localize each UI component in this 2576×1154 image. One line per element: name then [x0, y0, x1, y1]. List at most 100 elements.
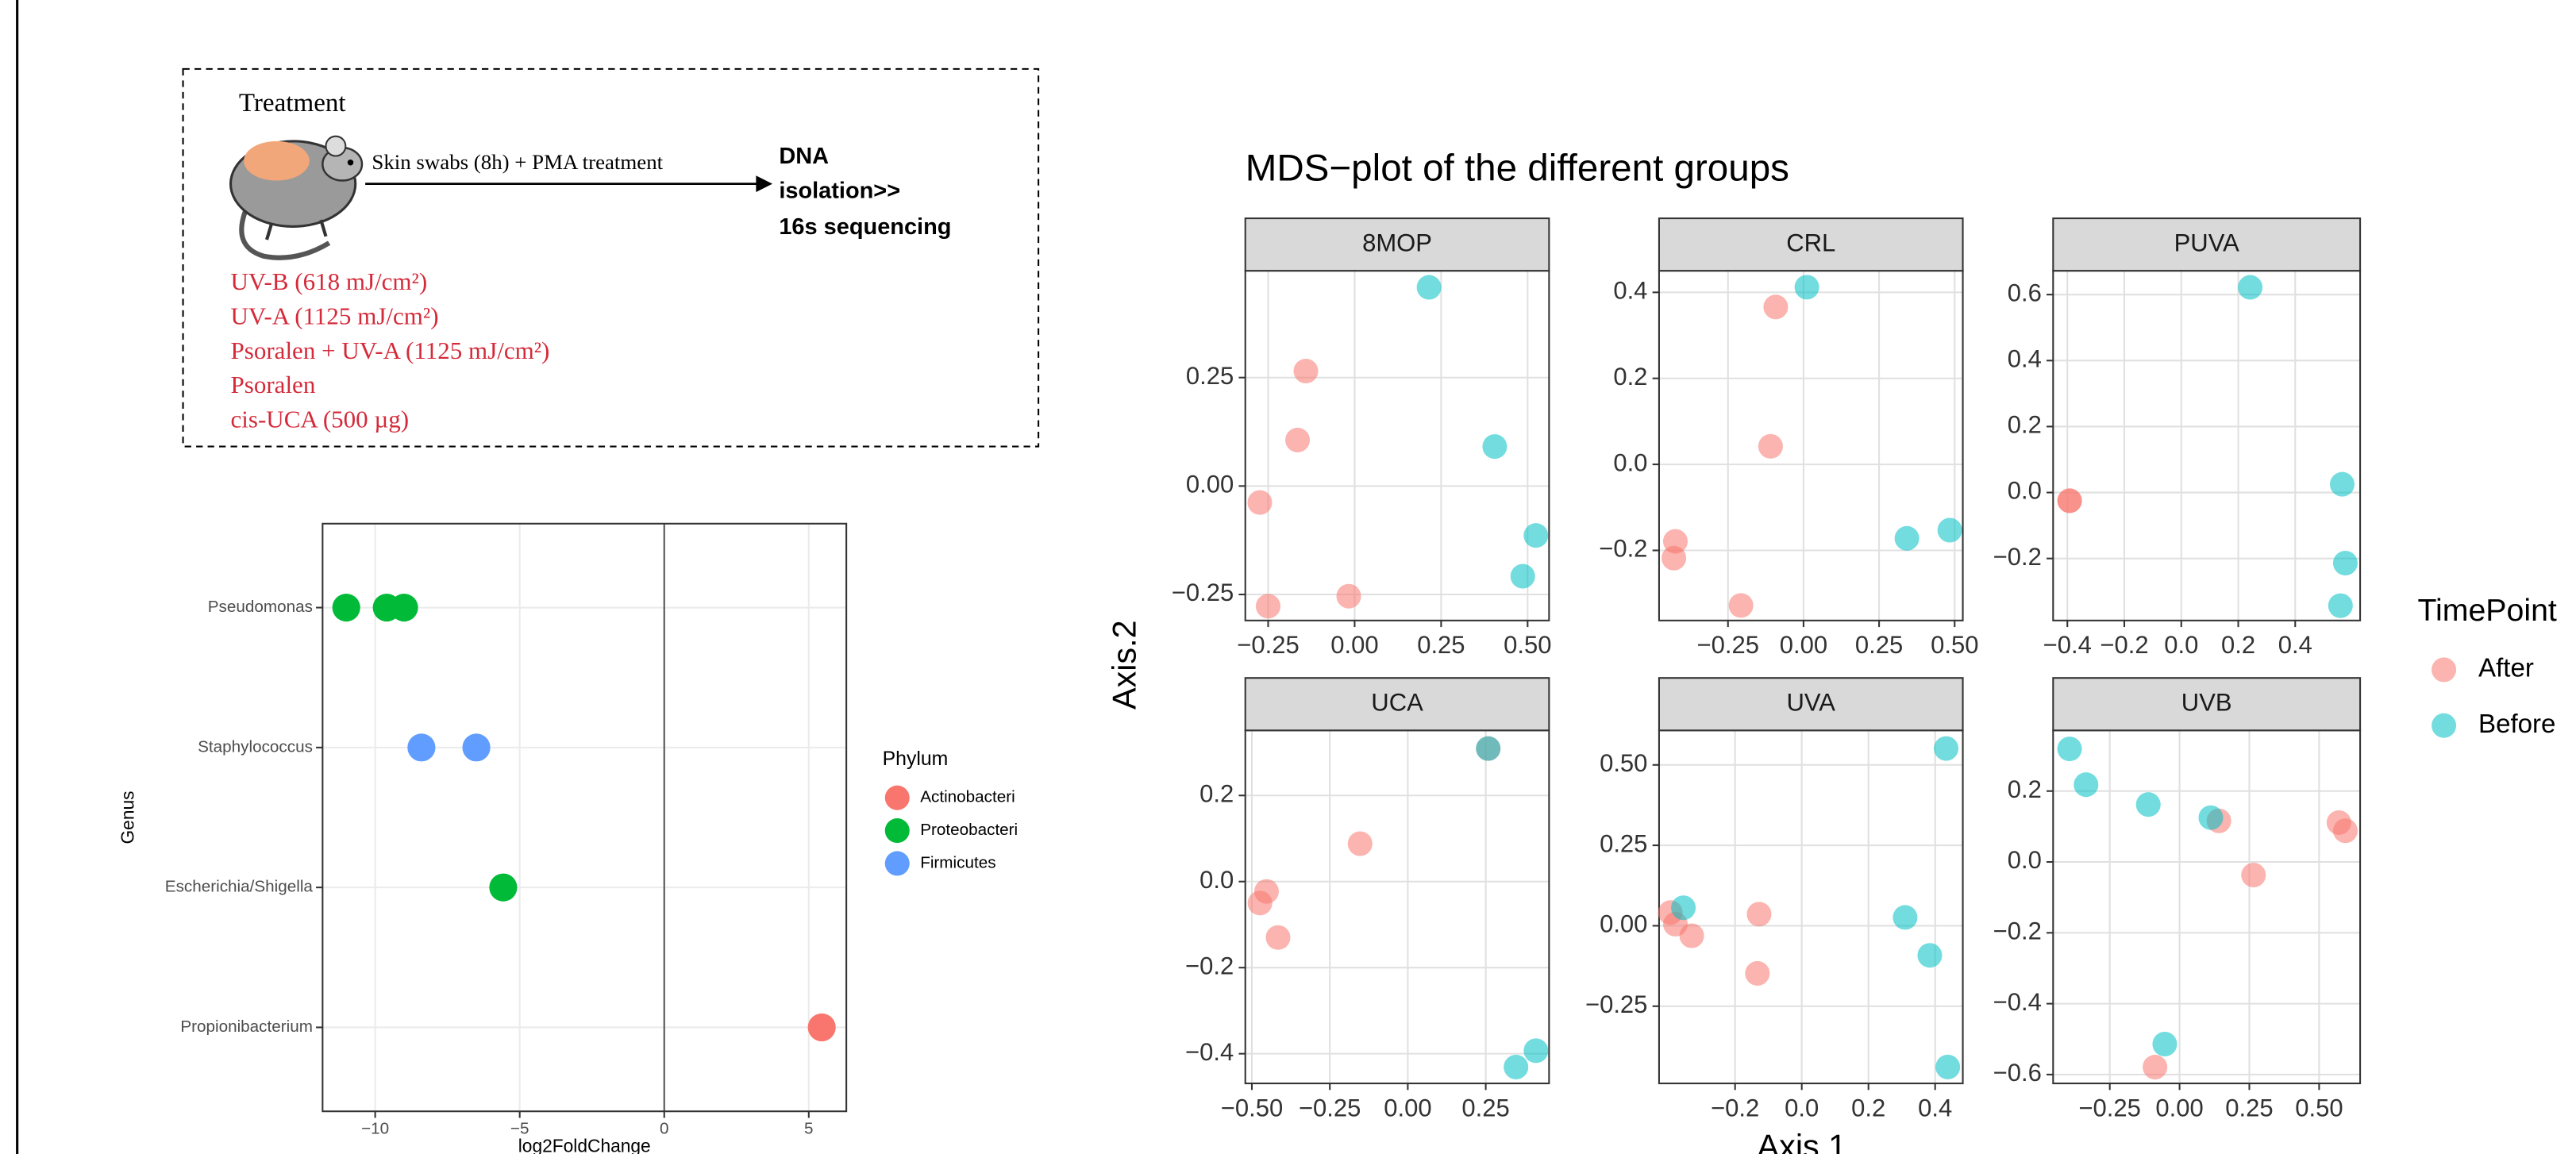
data-point [2241, 863, 2266, 888]
x-axis-title: log2FoldChange [518, 1136, 651, 1154]
data-point [807, 1013, 836, 1042]
x-tick-label: 0.25 [1461, 1094, 1509, 1121]
strip [1658, 217, 1964, 272]
data-point [1745, 960, 1770, 986]
treatment-item: UV-B (618 mJ/cm²) [231, 267, 428, 295]
x-tick-label: −0.25 [1299, 1094, 1361, 1121]
y-tick-label: 0.2 [2008, 411, 2042, 439]
x-tick-label: 0.00 [1780, 631, 1827, 659]
x-tick-label: −0.25 [1696, 631, 1758, 659]
y-tick-label: −0.25 [1172, 579, 1234, 606]
outcome-line: isolation>> [779, 179, 900, 204]
treatment-item: Psoralen [231, 371, 316, 398]
treatment-item: cis-UCA (500 µg) [231, 406, 410, 433]
y-tick-label: 0.2 [1613, 363, 1647, 390]
data-point [1336, 583, 1361, 609]
y-tick-label: 0.25 [1600, 829, 1647, 857]
y-tick-label: −0.2 [1599, 535, 1647, 563]
strip [1244, 217, 1550, 272]
treatment-item: UV-A (1125 mJ/cm²) [231, 302, 439, 329]
y-tick-label: −0.6 [1993, 1059, 2042, 1087]
arrow-head [756, 175, 773, 192]
data-point [1763, 294, 1789, 320]
x-tick-label: −0.50 [1221, 1094, 1283, 1121]
mouse-eye [347, 160, 354, 166]
data-point [1265, 925, 1291, 950]
data-point [2332, 818, 2358, 844]
y-tick-label: Escherichia/Shigella [165, 878, 314, 896]
y-tick-label: 0.00 [1186, 471, 1234, 498]
y-tick-label: Staphylococcus [198, 737, 313, 756]
y-tick-label: 0.2 [1199, 779, 1234, 807]
legend-title: TimePoint [2417, 593, 2556, 628]
data-point [2057, 737, 2082, 762]
x-axis-title: Axis.1 [1758, 1129, 1847, 1154]
x-tick-label: −0.2 [2100, 631, 2148, 659]
data-point [1894, 525, 1919, 551]
data-point [1504, 1054, 1529, 1079]
x-tick-label: 0.4 [1918, 1094, 1952, 1121]
treatment-item: Psoralen + UV-A (1125 mJ/cm²) [231, 337, 550, 364]
strip-label: 8MOP [1362, 229, 1432, 256]
panel-border [1244, 270, 1550, 621]
x-tick-label: 0.50 [1504, 631, 1551, 659]
panel-border [1658, 729, 1964, 1085]
data-point [1247, 490, 1273, 515]
data-point [1893, 905, 1918, 930]
mouse-patch [244, 140, 310, 181]
y-tick-label: Pseudomonas [208, 598, 313, 616]
data-point [2143, 1055, 2168, 1080]
x-tick-label: 5 [804, 1119, 813, 1137]
y-tick-label: 0.0 [2008, 846, 2042, 874]
data-point [407, 733, 436, 762]
treatment-diagram: Treatment Skin swabs (8h) + PMA treatmen… [182, 67, 1040, 448]
x-tick-label: 0.00 [1384, 1094, 1431, 1121]
data-point [1662, 545, 1687, 571]
legend-label: Firmicutes [920, 853, 995, 871]
strip-label: UVB [2181, 688, 2232, 716]
strip-label: UCA [1371, 688, 1423, 716]
mouse-leg [319, 219, 328, 237]
data-point [2238, 275, 2263, 300]
data-point [1523, 1038, 1549, 1064]
strip [1244, 677, 1550, 732]
data-point [462, 733, 491, 762]
y-tick-label: 0.4 [2008, 344, 2042, 372]
x-tick-label: 0.4 [2278, 631, 2312, 659]
chart-title: MDS−plot of the different groups [1246, 148, 1789, 190]
data-point [1746, 902, 1772, 927]
y-tick-label: −0.2 [1993, 917, 2042, 945]
y-tick-label: −0.4 [1993, 988, 2042, 1016]
x-tick-label: 0.0 [2164, 631, 2198, 659]
data-point [1247, 891, 1273, 916]
x-tick-label: 0.2 [1851, 1094, 1885, 1121]
strip-label: PUVA [2174, 229, 2239, 256]
panel-border [322, 522, 848, 1113]
data-point [1482, 434, 1507, 460]
x-tick-label: −0.4 [2043, 631, 2092, 659]
y-tick-label: −0.2 [1185, 952, 1234, 979]
facet-panel [2053, 271, 2361, 621]
data-point [489, 873, 518, 902]
facet-panel [1658, 730, 1963, 1084]
legend-swatch [884, 785, 910, 810]
legend-label: Before [2478, 710, 2555, 739]
data-point [332, 593, 360, 622]
x-tick-label: 0.0 [1785, 1094, 1819, 1121]
facet-panel [1245, 730, 1550, 1084]
strip-label: CRL [1786, 229, 1835, 256]
mouse-ear [325, 135, 347, 157]
y-tick-label: 0.0 [2008, 477, 2042, 505]
x-tick-label: 0.00 [2155, 1094, 2203, 1121]
data-point [2332, 550, 2358, 576]
data-point [1679, 923, 1704, 948]
plot-panel [322, 523, 847, 1112]
panel-border [1244, 729, 1550, 1085]
data-point [2135, 792, 2161, 817]
diagram-title: Treatment [239, 89, 346, 117]
data-point [1917, 943, 1943, 968]
data-point [2328, 593, 2353, 618]
strip [1658, 677, 1964, 732]
y-axis-title: Axis.2 [1107, 620, 1143, 710]
